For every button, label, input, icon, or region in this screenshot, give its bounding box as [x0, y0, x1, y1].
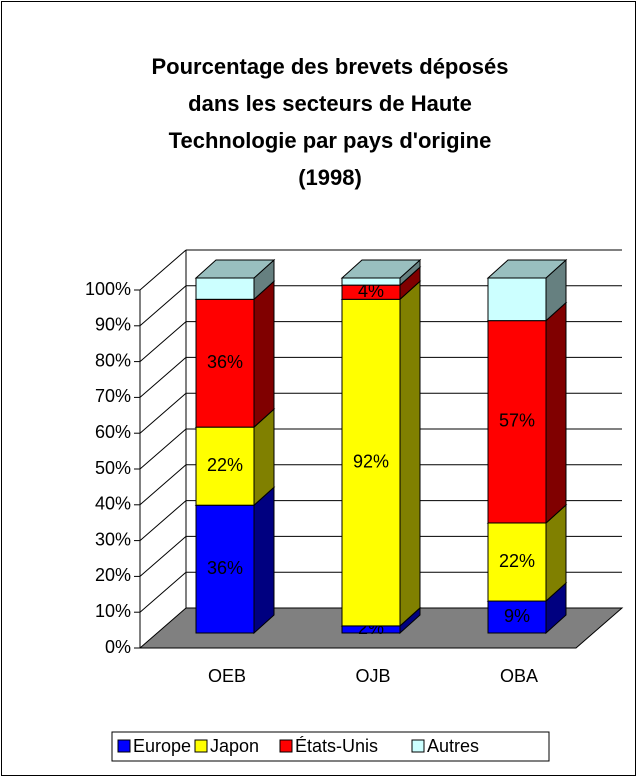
y-tick-label: 10% [95, 601, 131, 621]
bar-front [487, 277, 547, 322]
legend-swatch [411, 739, 425, 753]
grid-line [139, 536, 187, 577]
y-tick-label: 80% [95, 350, 131, 370]
x-tick-label: OEB [208, 666, 246, 686]
value-label: 9% [504, 606, 530, 626]
bar-front [195, 504, 255, 634]
legend-label: États-Unis [295, 736, 378, 756]
grid-line [139, 249, 187, 291]
grid-line [139, 321, 187, 362]
chart-title: Pourcentage des brevets déposés [151, 54, 508, 79]
chart-title: dans les secteurs de Haute [188, 91, 472, 116]
bar-top [340, 259, 422, 279]
y-tick-label: 0% [105, 637, 131, 657]
value-label: 22% [499, 551, 535, 571]
x-tick-label: OJB [355, 666, 390, 686]
legend-swatch [279, 739, 293, 753]
bar-side [253, 486, 275, 635]
bar-top [194, 259, 276, 279]
grid-line [139, 500, 187, 541]
legend-swatch [194, 739, 208, 753]
bar-front [341, 277, 401, 286]
bar-top [486, 259, 568, 279]
grid-line [139, 285, 187, 327]
bar-front [487, 600, 547, 634]
bar-side [253, 280, 275, 429]
legend-label: Europe [133, 736, 191, 756]
y-tick-label: 30% [95, 529, 131, 549]
grid-line [139, 357, 187, 398]
chart-title: Technologie par pays d'origine [169, 128, 492, 153]
chart-title: (1998) [298, 165, 362, 190]
y-tick-label: 50% [95, 458, 131, 478]
grid-line [139, 571, 187, 613]
bar-front [487, 522, 547, 602]
value-label: 36% [207, 352, 243, 372]
grid-line [139, 464, 187, 506]
grid-line [139, 428, 187, 470]
bar-front [195, 277, 255, 300]
legend-box [111, 731, 550, 762]
legend-label: Japon [210, 736, 259, 756]
y-tick-label: 60% [95, 422, 131, 442]
grid-line [139, 392, 187, 434]
y-tick-label: 100% [85, 279, 131, 299]
bar-side [545, 301, 567, 525]
x-tick-label: OBA [500, 666, 538, 686]
value-label: 22% [207, 455, 243, 475]
y-tick-label: 70% [95, 386, 131, 406]
value-label: 4% [358, 281, 384, 301]
y-tick-label: 20% [95, 565, 131, 585]
legend-label: Autres [427, 736, 479, 756]
bar-side [399, 280, 421, 628]
y-tick-label: 40% [95, 494, 131, 514]
value-label: 92% [353, 451, 389, 471]
value-label: 57% [499, 411, 535, 431]
y-tick-label: 90% [95, 315, 131, 335]
value-label: 36% [207, 558, 243, 578]
legend-swatch [117, 739, 131, 753]
bar-front [341, 298, 401, 627]
